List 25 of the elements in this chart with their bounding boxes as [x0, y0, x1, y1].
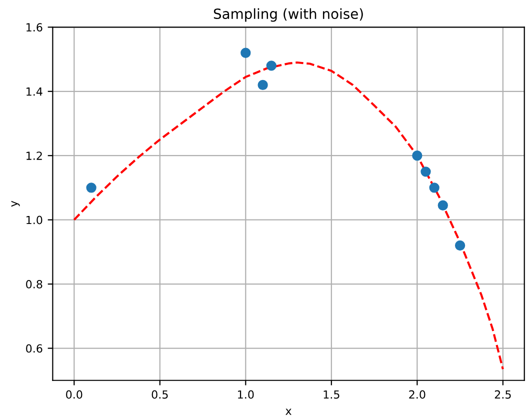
point [454, 240, 466, 251]
y-axis-title: y [11, 200, 20, 207]
y-tick-label: 1.4 [26, 88, 42, 96]
point [412, 150, 422, 161]
chart-title: Sampling (with noise) [214, 8, 363, 22]
point [420, 166, 431, 177]
y-tick-label: 1.0 [26, 216, 42, 224]
y-tick-label: 0.6 [26, 344, 42, 353]
point [86, 182, 96, 193]
point [258, 80, 268, 90]
point [438, 200, 448, 210]
x-tick-label: 2.5 [494, 390, 511, 399]
point [429, 182, 440, 193]
x-tick-label: 1.0 [238, 390, 254, 399]
y-tick-label: 0.8 [26, 280, 42, 288]
x-tick-label: 0.0 [66, 390, 82, 399]
point [240, 48, 251, 58]
x-tick-label: 2.0 [409, 390, 426, 399]
x-tick-label: 1.5 [324, 390, 340, 399]
x-axis-title: x [286, 408, 292, 415]
y-tick-label: 1.6 [26, 23, 42, 32]
point [266, 60, 276, 71]
line-series [73, 61, 504, 370]
y-tick-label: 1.2 [26, 152, 42, 160]
x-tick-label: 0.5 [152, 390, 168, 399]
